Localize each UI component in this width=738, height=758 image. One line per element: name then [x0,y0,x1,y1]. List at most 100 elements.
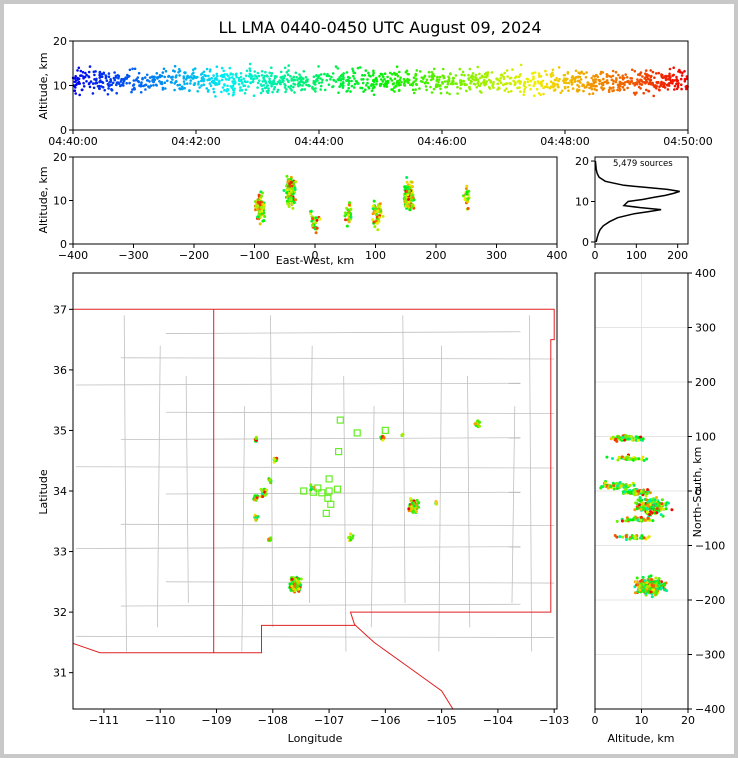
time-height-point [320,81,324,84]
time-height-point [474,83,477,86]
time-height-point [272,88,276,91]
time-height-point [84,71,87,75]
time-height-point [287,85,291,89]
time-height-point [542,92,545,96]
time-height-point [477,84,481,87]
time-height-point [351,69,355,73]
time-height-point [82,77,85,80]
time-height-point [468,86,471,89]
time-height-point [132,79,136,82]
plan-view-point [309,488,313,492]
plan-view-ylabel: Latitude [37,469,50,515]
ns-height-point [620,519,624,523]
plan-view-ytick-label: 35 [53,424,67,437]
time-height-point [400,80,403,84]
time-height-point [441,67,445,71]
lma-station-marker [325,475,333,483]
plan-view-point [292,577,296,581]
plan-view-point [413,507,417,511]
time-height-point [79,69,83,73]
time-height-point [565,81,568,85]
time-height-point [287,64,291,67]
time-height-point [551,71,554,75]
ns-height-point [628,491,632,494]
time-height-point [523,82,526,85]
time-height-point [358,66,362,69]
ns-height-point [657,504,661,508]
time-height-point [367,85,370,89]
ew-height-point [371,212,375,216]
ew-height-point [257,193,261,197]
county-boundary [402,315,406,604]
time-height-point [197,80,200,84]
time-height-point [341,77,345,80]
time-height-point [639,82,642,86]
lma-station-marker [318,489,326,497]
plan-view-point [268,478,272,482]
ns-height-point [646,510,649,514]
time-height-point [551,68,555,72]
time-height-point [109,80,112,83]
time-height-point [302,70,306,73]
time-height-point [255,77,259,80]
time-height-point [173,88,176,92]
plan-view-point [260,490,264,493]
time-height-point [573,80,577,83]
time-height-point [375,80,379,83]
time-height-point [286,73,290,76]
time-height-point [658,88,661,92]
time-height-point [623,83,626,87]
time-height-point [312,79,316,83]
ns-height-point [633,591,637,595]
county-boundary [165,581,555,584]
ns-height-point [636,583,640,587]
time-height-point [391,82,395,86]
time-height-point [549,80,553,83]
time-height-point [389,77,392,80]
time-height-point [273,85,277,89]
ns-height-point [633,508,637,512]
plan-view-ytick-label: 34 [53,485,67,498]
plan-view-point [410,501,414,505]
time-height-point [91,92,95,95]
ns-height-point [660,498,664,502]
time-height-point [300,88,304,91]
time-height-point [350,84,354,88]
ns-height-point [637,503,641,507]
plan-view-xtick-label: −105 [427,714,457,727]
time-height-point [342,81,345,85]
border-mexico [73,642,214,654]
time-height-point [679,71,682,74]
ew-height-point [404,185,407,189]
time-height-point [491,82,495,86]
ns-height-point [643,518,647,522]
time-height-point [345,71,349,74]
time-height-point [325,79,329,82]
time-height-point [249,75,253,79]
time-height-point [283,74,287,77]
altitude-histogram-panel: 0 100 200 0 10 20 5,479 sources [575,155,689,262]
time-height-point [314,87,317,90]
time-height-point [325,74,329,78]
time-height-point [346,79,350,83]
time-height-point [202,83,206,86]
source-count-annotation: 5,479 sources [613,159,673,169]
ew-height-point [258,210,262,214]
time-height-point [259,91,263,95]
time-height-point [163,81,167,84]
time-height-point [393,71,396,75]
time-height-point [211,79,215,83]
time-height-point [352,86,356,89]
time-height-point [597,78,601,82]
time-height-point [532,84,535,88]
time-height-point [601,71,605,74]
time-height-point [126,73,129,77]
time-height-point [381,80,385,83]
time-height-point [583,86,587,89]
time-height-point [396,79,399,83]
time-height-point [107,75,111,78]
county-boundary [241,406,246,652]
time-height-point [462,80,466,83]
ns-height-point [638,588,642,592]
ns-height-point [655,496,658,499]
